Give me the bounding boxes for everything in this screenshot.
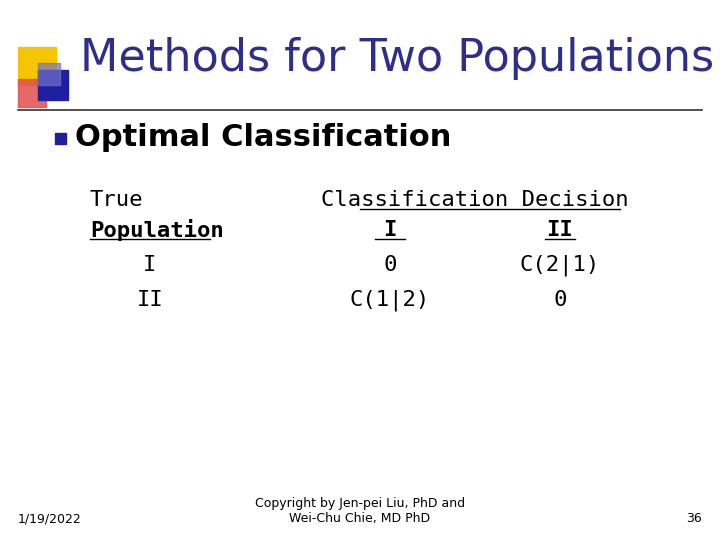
Text: True: True — [90, 190, 143, 210]
Text: Classification Decision: Classification Decision — [321, 190, 629, 210]
Text: C(2|1): C(2|1) — [520, 254, 600, 276]
Bar — [38, 63, 60, 85]
Text: 36: 36 — [686, 512, 702, 525]
Text: 0: 0 — [383, 255, 397, 275]
Text: Optimal Classification: Optimal Classification — [75, 124, 451, 152]
Text: Population: Population — [90, 219, 224, 241]
Text: 1/19/2022: 1/19/2022 — [18, 512, 82, 525]
Bar — [18, 47, 56, 85]
Text: 0: 0 — [553, 290, 567, 310]
Text: II: II — [546, 220, 573, 240]
Bar — [55, 133, 66, 144]
Text: II: II — [137, 290, 163, 310]
Bar — [38, 70, 68, 100]
Text: Copyright by Jen-pei Liu, PhD and
Wei-Chu Chie, MD PhD: Copyright by Jen-pei Liu, PhD and Wei-Ch… — [255, 497, 465, 525]
Text: I: I — [383, 220, 397, 240]
Text: Methods for Two Populations: Methods for Two Populations — [80, 37, 714, 80]
Text: C(1|2): C(1|2) — [350, 289, 430, 310]
Bar — [18, 79, 46, 107]
Text: I: I — [143, 255, 157, 275]
